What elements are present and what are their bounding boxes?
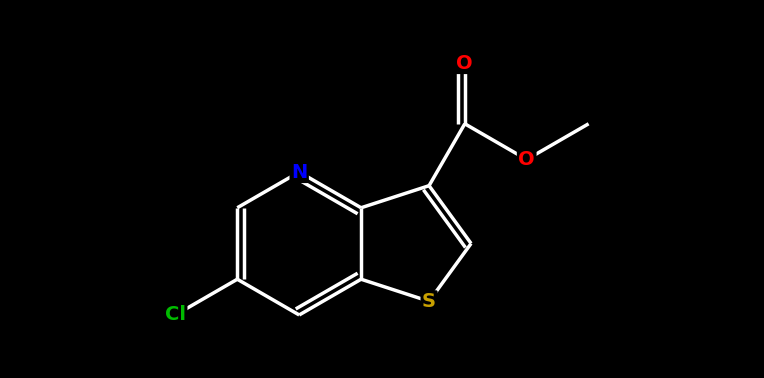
Text: O: O <box>456 54 473 73</box>
Text: N: N <box>291 163 307 181</box>
Text: Cl: Cl <box>165 305 186 324</box>
Text: O: O <box>519 150 535 169</box>
Text: S: S <box>422 292 436 311</box>
